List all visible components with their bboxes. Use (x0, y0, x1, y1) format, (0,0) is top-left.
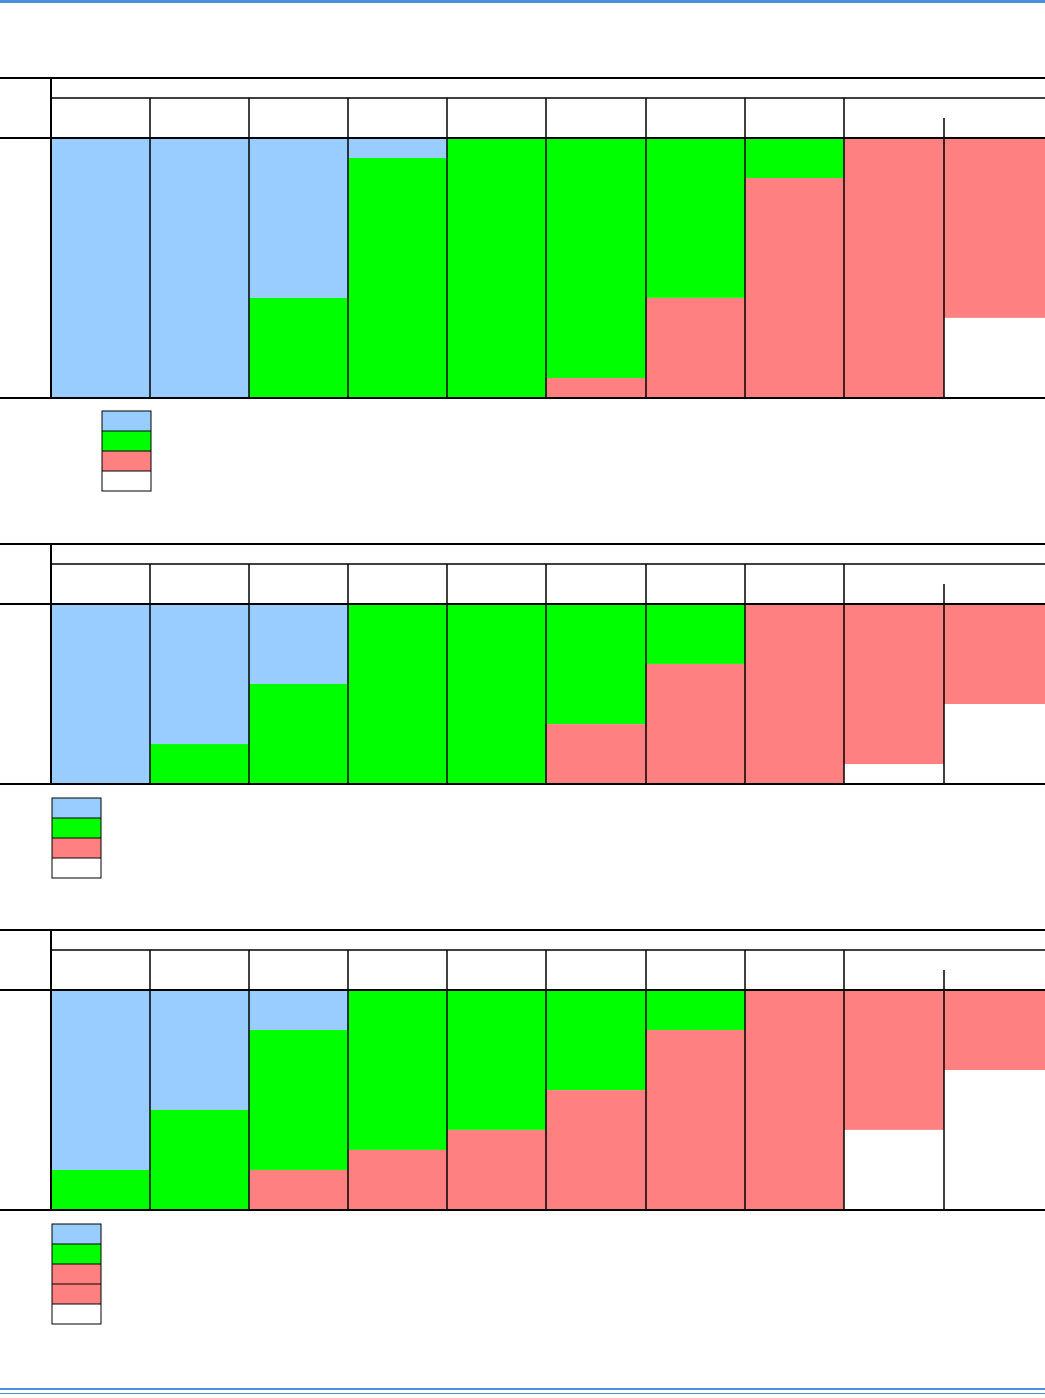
table-2-col-1-blue-band (51, 604, 150, 784)
table-3-col-2-blue-band (150, 990, 249, 1110)
table-3-col-6-red-band (546, 1090, 646, 1210)
table-1-col-3-blue-band (249, 138, 348, 298)
table-2-col-9-red-band (844, 604, 944, 765)
table-3-col-4-red-band (348, 1149, 447, 1210)
table-1-col-3-green-band (249, 297, 348, 398)
table-2-col-6-red-band (546, 724, 646, 784)
table-2-col-10-white-band (944, 704, 1045, 784)
table-2-col-3-blue-band (249, 604, 348, 684)
table-1-col-5-green-band (447, 138, 546, 398)
table-1-legend-swatch-red (101, 450, 152, 472)
table-1-col-7-green-band (646, 138, 745, 298)
table-3-col-4-green-band (348, 990, 447, 1150)
table-1-col-10-red-band (944, 138, 1045, 318)
table-3-col-9-red-band (844, 990, 944, 1130)
table-2-col-3-green-band (249, 683, 348, 784)
bottom-rule (0, 1388, 1045, 1390)
table-3-legend-swatch-red (51, 1283, 102, 1305)
table-3-col-6-green-band (546, 990, 646, 1091)
table-3-col-7-red-band (646, 1030, 745, 1210)
table-3-col-3-blue-band (249, 990, 348, 1031)
table-1-col-4-green-band (348, 158, 447, 398)
table-2-col-8-red-band (745, 604, 844, 784)
table-3-col-3-red-band (249, 1169, 348, 1210)
table-1-legend-swatch-green (101, 430, 152, 452)
table-1-col-10-white-band (944, 317, 1045, 398)
table-1-legend-swatch-white (101, 470, 152, 492)
table-2-col-7-red-band (646, 663, 745, 784)
table-3-col-5-green-band (447, 990, 546, 1130)
table-2-legend-swatch-red (51, 837, 102, 859)
table-2-col-4-green-band (348, 604, 447, 784)
table-3-col-10-white-band (944, 1070, 1045, 1210)
table-2-col-2-blue-band (150, 604, 249, 745)
table-1-col-7-red-band (646, 297, 745, 398)
table-2-col-9-white-band (844, 764, 944, 784)
bottom-rule-thin (0, 1393, 1045, 1394)
table-1-legend-swatch-blue (101, 410, 152, 432)
table-3-col-5-red-band (447, 1129, 546, 1210)
table-3-col-9-white-band (844, 1129, 944, 1210)
table-3-col-1-blue-band (51, 990, 150, 1170)
table-3-col-10-red-band (944, 990, 1045, 1071)
table-2-col-2-green-band (150, 744, 249, 784)
table-1-col-1-blue-band (51, 138, 150, 398)
table-3-col-3-green-band (249, 1030, 348, 1170)
table-3-col-7-green-band (646, 990, 745, 1031)
table-3-legend-swatch-green (51, 1243, 102, 1265)
table-2-legend-swatch-blue (51, 797, 102, 819)
table-2-legend-swatch-white (51, 857, 102, 879)
table-2-col-7-green-band (646, 604, 745, 664)
table-1-col-6-green-band (546, 138, 646, 378)
table-3-col-1-green-band (51, 1169, 150, 1210)
table-1-col-2-blue-band (150, 138, 249, 398)
table-3-legend-swatch-red (51, 1263, 102, 1285)
table-3-legend-swatch-blue (51, 1223, 102, 1245)
table-2-legend-swatch-green (51, 817, 102, 839)
table-3-legend-swatch-white (51, 1303, 102, 1325)
table-3-col-2-green-band (150, 1109, 249, 1210)
table-2-col-5-green-band (447, 604, 546, 784)
table-1-col-8-red-band (745, 178, 844, 398)
top-rule (0, 0, 1045, 3)
table-1-col-9-red-band (844, 138, 944, 398)
table-1-col-6-red-band (546, 377, 646, 398)
table-3-col-8-red-band (745, 990, 844, 1210)
table-1-col-4-blue-band (348, 138, 447, 159)
table-1-col-8-green-band (745, 138, 844, 179)
table-2-col-10-red-band (944, 604, 1045, 705)
table-2-col-6-green-band (546, 604, 646, 725)
